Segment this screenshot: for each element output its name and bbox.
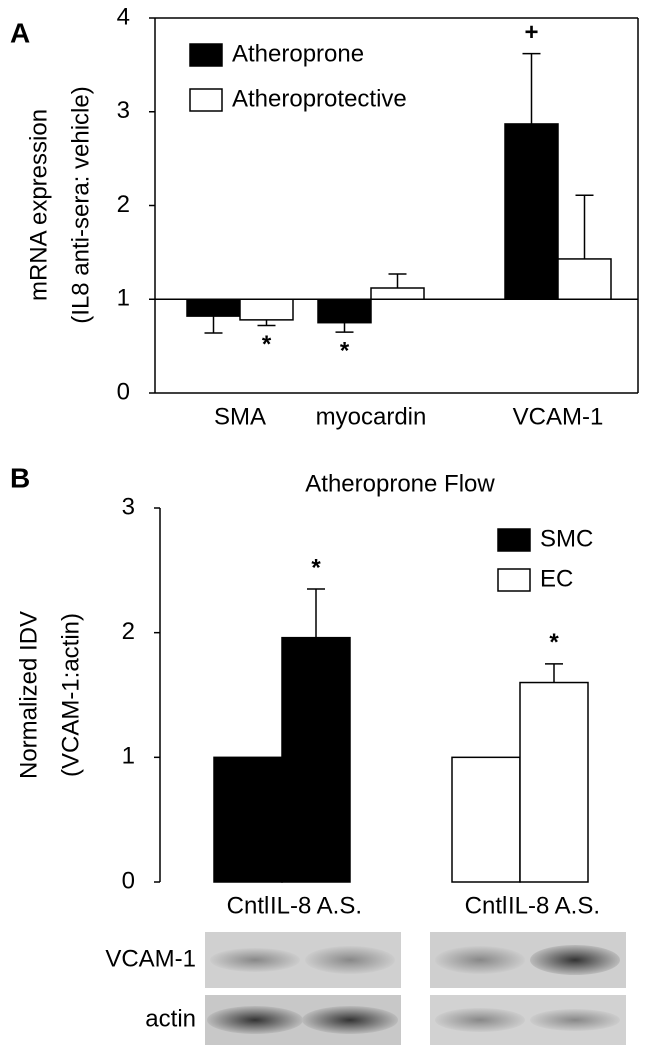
- error-bar: [575, 194, 594, 259]
- y-axis-label: (IL8 anti-sera: vehicle): [67, 86, 94, 323]
- error-bar: [545, 663, 563, 683]
- error-bar: [388, 273, 407, 288]
- x-tick-label: SMA: [214, 403, 266, 430]
- blot-band: [302, 1006, 398, 1034]
- panel-label: B: [10, 462, 30, 493]
- error-bar: [335, 322, 354, 333]
- legend-label: Atheroprotective: [232, 85, 407, 112]
- blot-band: [435, 946, 525, 974]
- bar: [186, 298, 241, 317]
- y-tick-label: 0: [122, 867, 135, 894]
- panel-label: A: [10, 17, 30, 48]
- legend-swatch: [497, 528, 531, 552]
- y-tick-label: 4: [117, 3, 130, 30]
- blot-band: [435, 1008, 525, 1032]
- y-tick-label: 3: [122, 493, 135, 520]
- y-tick-label: 2: [117, 191, 130, 218]
- bar: [451, 756, 521, 883]
- bar: [504, 123, 559, 300]
- legend-label: EC: [540, 565, 573, 592]
- bar: [213, 756, 283, 883]
- y-tick-label: 0: [117, 378, 130, 405]
- x-tick-label: Cntl: [227, 892, 270, 919]
- blot-band: [305, 946, 395, 974]
- y-tick-label: 3: [117, 97, 130, 124]
- bar: [317, 298, 372, 324]
- y-axis-label: mRNA expression: [25, 109, 52, 301]
- chart-title: Atheroprone Flow: [305, 470, 495, 497]
- x-tick-label: IL-8 A.S.: [508, 892, 600, 919]
- blots: VCAM-1 actin: [105, 932, 626, 1045]
- y-axis-label: Normalized IDV: [15, 611, 42, 779]
- y-tick-label: 1: [117, 285, 130, 312]
- significance-marker: *: [311, 554, 321, 581]
- bar: [519, 681, 589, 883]
- legend-label: SMC: [540, 525, 593, 552]
- legend-swatch: [189, 88, 223, 112]
- error-bar: [522, 52, 541, 124]
- y-axis-label: (VCAM-1:actin): [57, 613, 84, 777]
- significance-marker: +: [524, 19, 538, 46]
- x-tick-label: Cntl: [465, 892, 508, 919]
- y-tick-label: 1: [122, 743, 135, 770]
- y-tick-label: 2: [122, 618, 135, 645]
- blot-band: [530, 945, 620, 975]
- bar: [239, 298, 294, 321]
- x-tick-label: myocardin: [316, 403, 427, 430]
- significance-marker: *: [262, 331, 272, 358]
- bar: [281, 636, 351, 883]
- blot-band: [207, 1006, 303, 1034]
- error-bar: [257, 319, 276, 327]
- significance-marker: *: [340, 337, 350, 364]
- legend-swatch: [189, 43, 223, 67]
- error-bar: [307, 588, 325, 638]
- blot-band: [530, 1009, 620, 1031]
- blot-label: actin: [145, 1005, 196, 1032]
- x-tick-label: IL-8 A.S.: [270, 892, 362, 919]
- bar: [557, 258, 612, 300]
- blot-band: [210, 948, 300, 972]
- significance-marker: *: [549, 629, 559, 656]
- legend-label: Atheroprone: [232, 40, 364, 67]
- bar: [370, 287, 425, 300]
- legend-swatch: [497, 568, 531, 592]
- x-tick-label: VCAM-1: [513, 403, 604, 430]
- blot-label: VCAM-1: [105, 945, 196, 972]
- error-bar: [204, 316, 223, 334]
